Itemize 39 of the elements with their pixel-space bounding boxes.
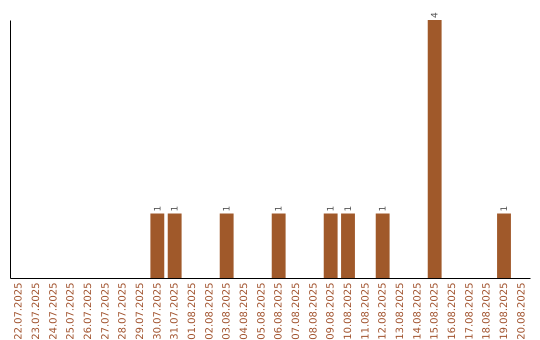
data-label: 1 [500,206,510,212]
x-tick-label: 16.08.2025 [447,282,458,340]
x-tick-label: 01.08.2025 [187,282,198,340]
x-tick-label: 25.07.2025 [66,282,77,340]
x-tick-label: 14.08.2025 [412,282,424,340]
x-tick-label: 08.08.2025 [308,282,320,340]
x-tick-label: 24.07.2025 [48,282,60,340]
x-tick-label: 31.07.2025 [170,282,181,340]
data-label: 1 [378,206,389,212]
data-label: 4 [430,12,441,18]
data-label: 1 [222,206,233,212]
data-label: 1 [326,206,337,212]
x-tick-label: 26.07.2025 [83,282,94,340]
x-tick-label: 02.08.2025 [204,282,216,340]
x-tick-label: 17.08.2025 [464,282,476,340]
x-tick-label: 27.07.2025 [100,282,112,340]
x-tick-label: 29.07.2025 [135,282,146,340]
x-tick-label: 04.08.2025 [239,282,250,340]
data-label: 1 [344,206,354,212]
x-tick-label: 28.07.2025 [118,282,129,340]
data-label: 1 [274,206,285,212]
x-tick-label: 06.08.2025 [274,282,285,340]
x-tick-label: 12.08.2025 [378,282,389,340]
data-label: 1 [170,206,181,212]
x-tick-label: 11.08.2025 [360,282,372,340]
x-tick-label: 18.08.2025 [482,282,493,340]
x-tick-label: 23.07.2025 [31,282,42,340]
x-tick-label: 15.08.2025 [430,282,441,340]
x-tick-label: 30.07.2025 [152,282,164,340]
x-tick-label: 20.08.2025 [516,282,528,340]
x-tick-label: 09.08.2025 [326,282,337,340]
x-tick-label: 19.08.2025 [499,282,510,340]
x-tick-label: 22.07.2025 [14,282,25,340]
x-tick-label: 07.08.2025 [291,282,302,340]
x-tick-label: 03.08.2025 [222,282,233,340]
data-label: 1 [153,206,164,212]
x-tick-label: 05.08.2025 [256,282,268,340]
x-tick-label: 13.08.2025 [395,282,406,340]
x-tick-label: 10.08.2025 [343,282,354,340]
